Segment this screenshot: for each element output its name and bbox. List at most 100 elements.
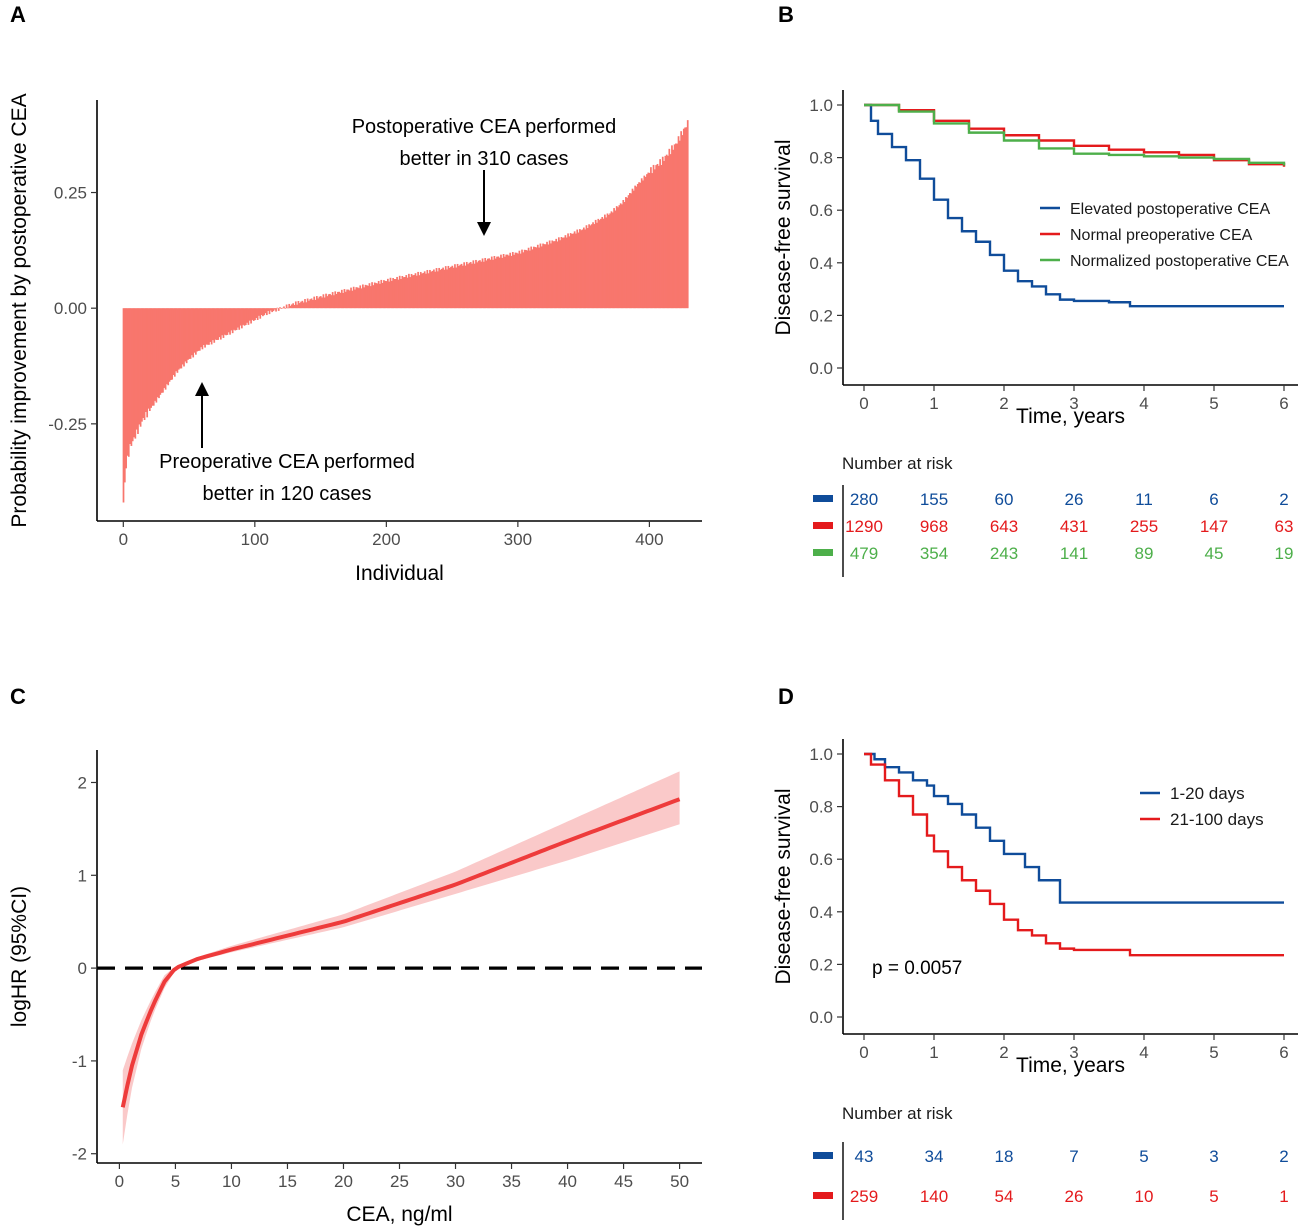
bar [433, 269, 435, 309]
bar [197, 308, 200, 351]
0-x-axis-title: Individual [355, 562, 444, 585]
bar [189, 308, 192, 359]
bar [131, 308, 134, 442]
bar [156, 308, 159, 398]
bar [500, 254, 502, 309]
bar [212, 308, 214, 341]
bar [247, 308, 250, 325]
bar [563, 237, 565, 309]
bar [659, 159, 661, 309]
risk-cell: 5 [1139, 1147, 1148, 1166]
bar [301, 300, 304, 309]
bar [293, 304, 296, 309]
1-y-tick-label: 0.8 [809, 149, 833, 168]
bar [133, 308, 135, 438]
bar [314, 299, 317, 309]
bar [369, 286, 372, 309]
bar [210, 308, 213, 345]
bar [481, 258, 484, 309]
bar [494, 258, 497, 309]
bar [305, 302, 308, 309]
bar [660, 164, 663, 309]
bar [653, 169, 656, 309]
bar [517, 253, 519, 309]
bar [543, 244, 546, 309]
1-x-tick-label: 1 [929, 394, 938, 413]
bar [636, 183, 639, 309]
risk-row-swatch [813, 1192, 833, 1199]
bar [557, 237, 560, 309]
bar [442, 267, 444, 309]
2-x-tick-label: 10 [222, 1172, 241, 1191]
2-x-tick-label: 5 [171, 1172, 180, 1191]
bar [413, 274, 416, 309]
bar [479, 260, 481, 309]
panel-c-plot-area: 0 5 10 15 20 25 30 35 40 45 50 -2 -1 0 1 2 CEA, ng/ml log… [8, 750, 702, 1226]
1-x-axis-title: Time, years [1016, 405, 1125, 428]
bar [677, 136, 680, 309]
bar [368, 283, 371, 309]
bar [422, 272, 425, 309]
bar [198, 308, 201, 351]
bar [586, 228, 589, 309]
series-line-1-20-days [864, 752, 1284, 904]
annotation-arrowhead-up [195, 382, 209, 396]
bar [561, 237, 564, 309]
bar [573, 231, 576, 309]
bar [306, 298, 309, 309]
bar [226, 308, 229, 335]
bar [458, 266, 460, 309]
bar [235, 308, 238, 330]
bar [252, 308, 255, 321]
bar [145, 308, 147, 413]
bar [163, 308, 166, 388]
bar [218, 308, 221, 338]
bar [225, 308, 227, 336]
bar [455, 267, 458, 309]
bar [281, 307, 284, 309]
bar [347, 289, 350, 309]
0-x-tick-label: 100 [241, 530, 269, 549]
bar [256, 308, 259, 320]
bar [676, 143, 679, 309]
bar [511, 252, 514, 309]
bar [488, 258, 490, 309]
bar [522, 252, 525, 309]
bar [410, 273, 413, 309]
bar [456, 263, 459, 309]
bar [430, 271, 433, 309]
bar [538, 247, 540, 309]
bar [204, 308, 206, 348]
bar [166, 308, 168, 385]
bar [411, 275, 414, 309]
1-x-tick-label: 6 [1279, 394, 1288, 413]
3-x-tick-label: 2 [999, 1043, 1008, 1062]
bar [355, 287, 358, 309]
bar [298, 303, 301, 309]
bar [393, 279, 396, 309]
bar [539, 243, 542, 309]
0-y-tick-label: -0.25 [48, 415, 87, 434]
bar [551, 240, 554, 309]
bar [609, 213, 611, 309]
bar [330, 295, 333, 309]
1-x-tick-label: 3 [1069, 394, 1078, 413]
bar [617, 207, 619, 309]
bar [605, 217, 608, 309]
bar [427, 273, 430, 309]
bar [258, 308, 260, 316]
bar [151, 308, 154, 406]
bar [127, 308, 130, 457]
bar [567, 233, 569, 309]
bar [664, 155, 667, 309]
bar [338, 291, 341, 309]
bar [209, 308, 212, 342]
legend-label: 21-100 days [1170, 810, 1264, 829]
bar [585, 225, 588, 309]
bar [525, 250, 527, 309]
panel-d-plot-area: 0 1 2 3 4 5 6 0.0 0.2 0.4 0.6 0.8 1.0 Time, years Dise… [772, 739, 1298, 1077]
risk-cell: 1290 [845, 517, 883, 536]
panel-b-risk-table: 280 155 60 26 11 6 2 1290 968 643 431 255 147 63 479 35… [813, 485, 1293, 577]
risk-cell: 7 [1069, 1147, 1078, 1166]
bar [550, 243, 552, 309]
